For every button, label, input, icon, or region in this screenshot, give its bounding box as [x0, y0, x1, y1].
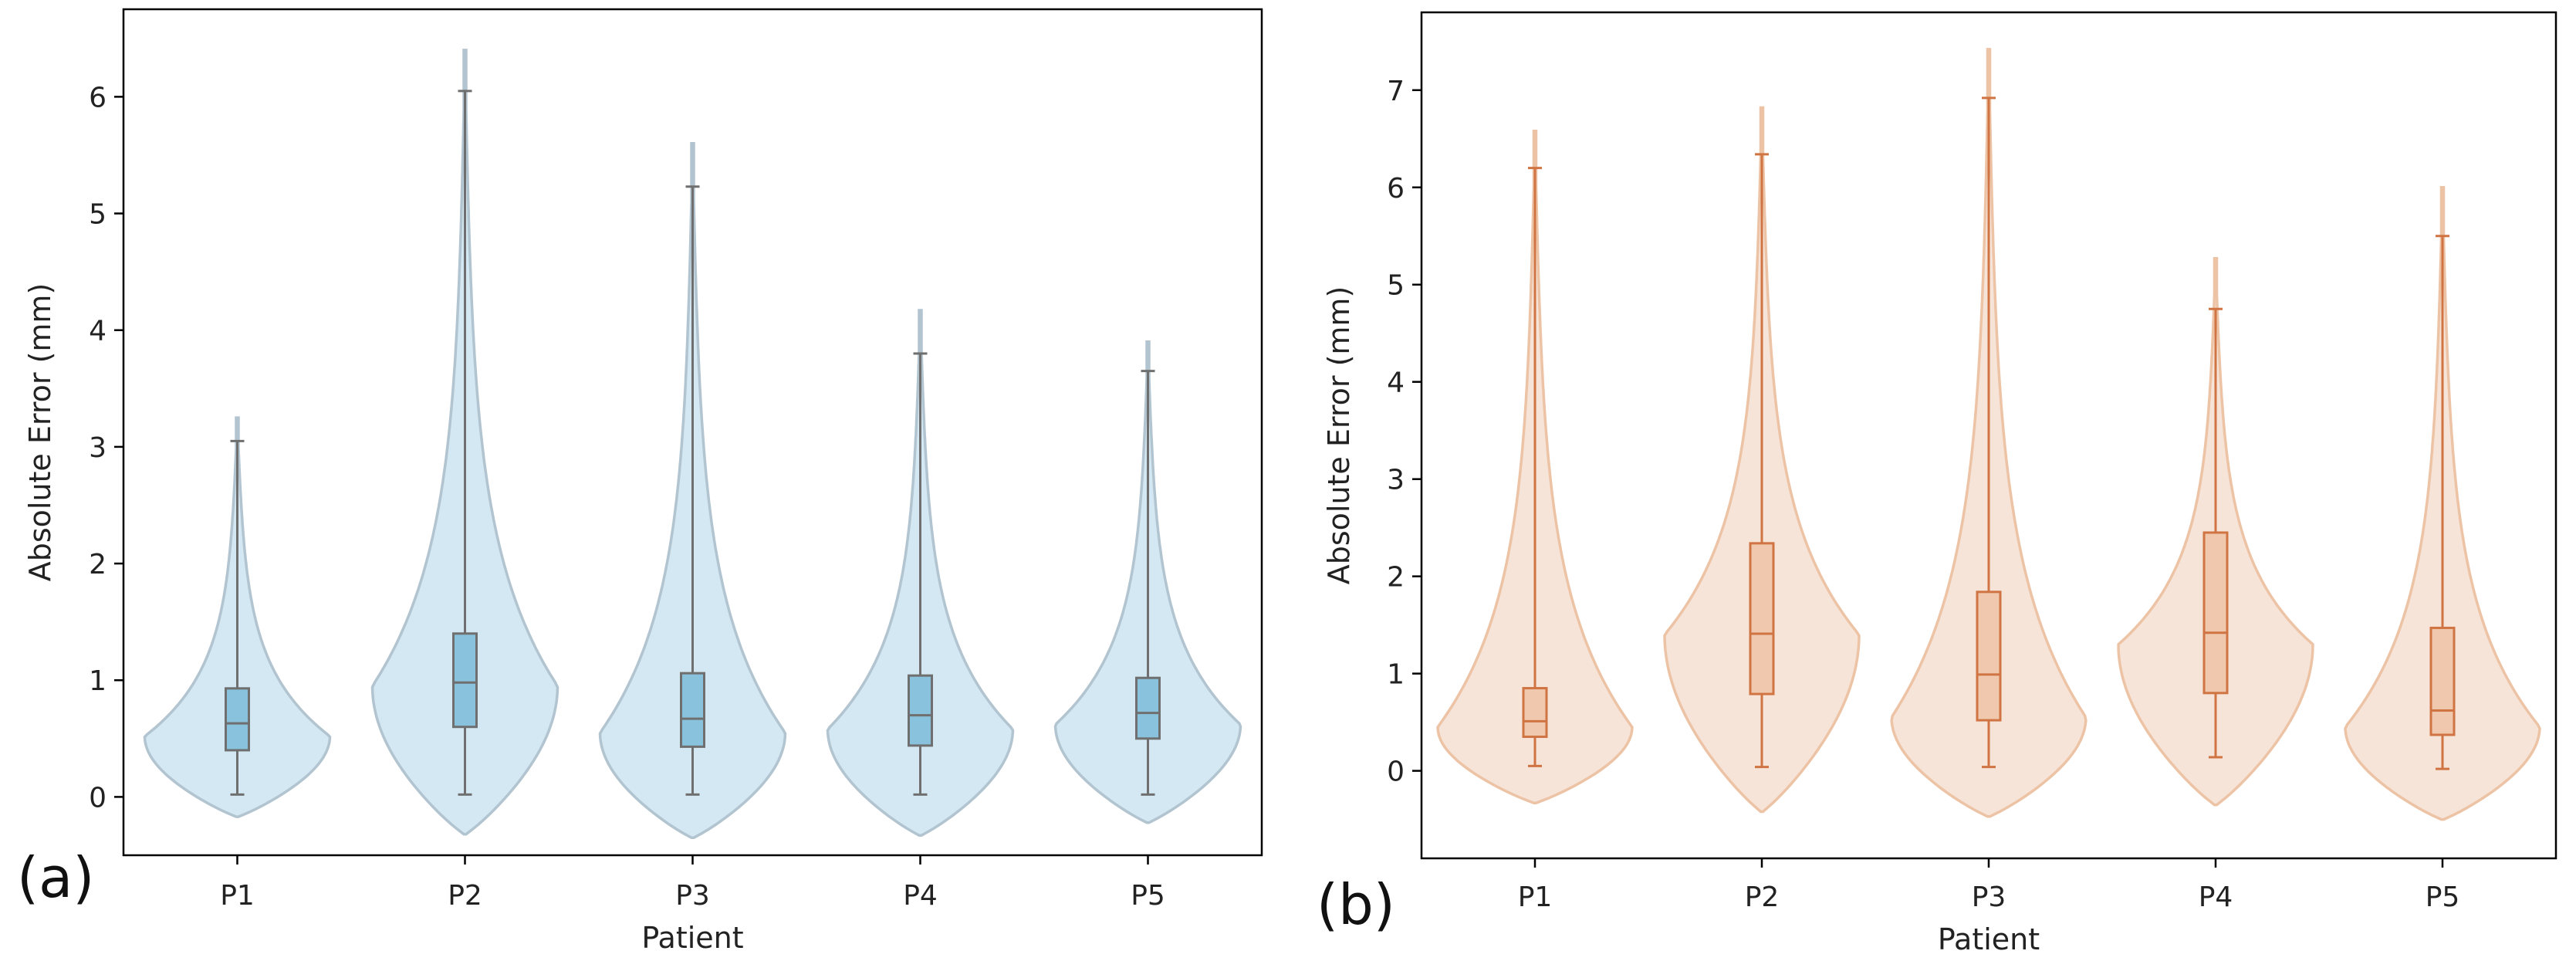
x-tick-label: P5 [2426, 881, 2460, 913]
x-tick-label: P3 [675, 880, 710, 912]
y-tick-label: 1 [1387, 659, 1405, 691]
y-tick-label: 3 [1387, 465, 1405, 496]
y-tick-label: 1 [89, 665, 106, 697]
x-tick-label: P3 [1972, 881, 2006, 913]
x-tick-label: P2 [1745, 881, 1780, 913]
iqr-box-p5 [2429, 626, 2456, 736]
x-tick-label: P4 [2199, 881, 2233, 913]
iqr-box-p3 [1976, 590, 2002, 722]
iqr-box-p4 [2202, 531, 2229, 695]
y-tick-label: 7 [1387, 76, 1405, 107]
iqr-box-p2 [1749, 542, 1775, 695]
iqr-box-p1 [1522, 687, 1548, 739]
x-axis-label: Patient [1938, 922, 2040, 956]
y-axis-label: Absolute Error (mm) [1322, 286, 1356, 585]
panel-label: (a) [17, 845, 94, 910]
iqr-box-p5 [1135, 676, 1161, 740]
x-tick-label: P1 [1518, 881, 1553, 913]
iqr-box-p1 [225, 687, 250, 752]
x-axis-label: Patient [641, 921, 743, 955]
y-tick-label: 5 [1387, 270, 1405, 302]
x-tick-label: P5 [1131, 880, 1165, 912]
y-tick-label: 2 [1387, 562, 1405, 594]
iqr-box-p3 [680, 672, 705, 748]
y-tick-label: 4 [1387, 367, 1405, 399]
x-tick-label: P2 [448, 880, 482, 912]
y-tick-label: 6 [89, 82, 106, 113]
y-tick-label: 3 [89, 432, 106, 464]
y-tick-label: 0 [1387, 756, 1405, 788]
y-axis-label: Absolute Error (mm) [23, 283, 57, 582]
y-tick-label: 2 [89, 549, 106, 580]
x-tick-label: P4 [903, 880, 938, 912]
iqr-box-p4 [908, 674, 933, 747]
iqr-box-p2 [452, 632, 478, 729]
panel-label: (b) [1317, 872, 1395, 937]
y-tick-label: 6 [1387, 173, 1405, 205]
x-tick-label: P1 [220, 880, 255, 912]
y-tick-label: 5 [89, 199, 106, 231]
y-tick-label: 4 [89, 316, 106, 347]
y-tick-label: 0 [89, 782, 106, 814]
